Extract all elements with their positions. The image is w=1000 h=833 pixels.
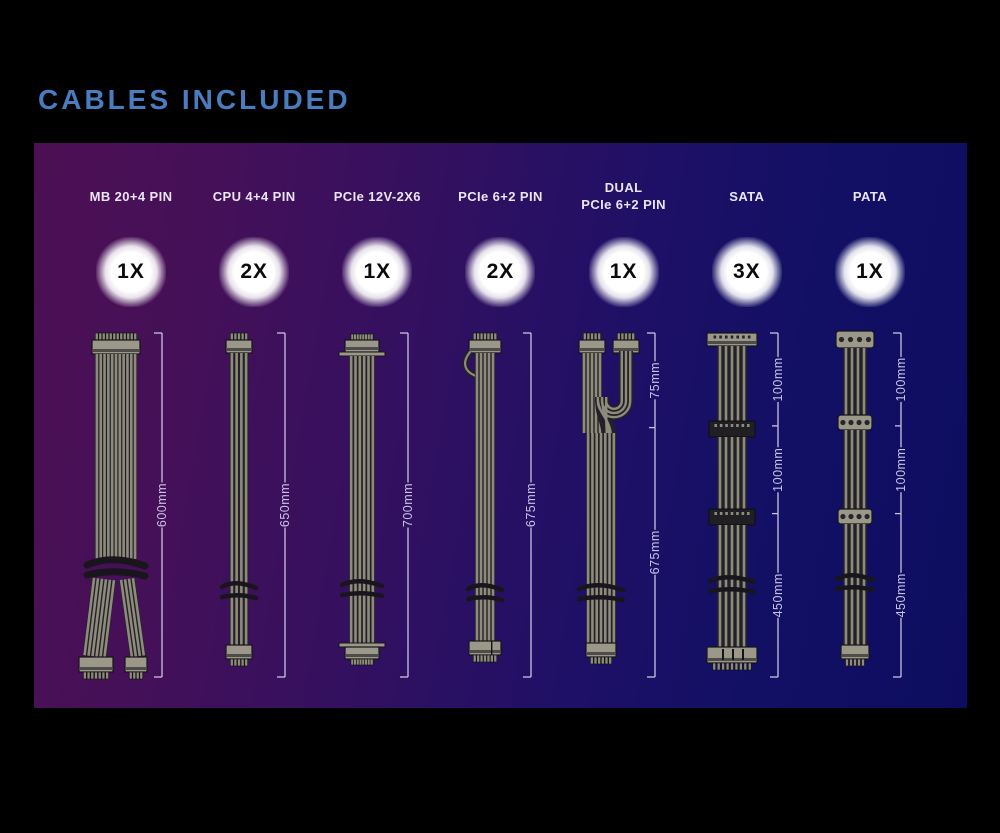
measurement-label: 700mm xyxy=(401,483,415,527)
cable-illustration: 700mm xyxy=(338,332,415,678)
cable-column-dual-pcie-6-2: DUAL PCIe 6+2 PIN 1X 75mm 675mm xyxy=(563,143,685,708)
measurement-label: 450mm xyxy=(894,573,908,617)
cable-column-pata: PATA 1X 100mm 100mm 450mm xyxy=(809,143,931,708)
quantity-badge: 1X xyxy=(96,237,166,307)
measurement-label: 600mm xyxy=(155,483,169,527)
measurement-bracket: 100mm 100mm 450mm xyxy=(892,332,908,678)
quantity-label: 1X xyxy=(363,260,392,283)
cable-header: PCIe 6+2 PIN xyxy=(458,161,543,233)
cable-column-sata: SATA 3X 100mm 100mm 450mm xyxy=(686,143,808,708)
cable-header-line: PCIe 6+2 PIN xyxy=(581,197,666,212)
measurement-bracket: 75mm 675mm xyxy=(646,332,662,678)
cable-graphic xyxy=(576,332,640,665)
cable-header-line: PATA xyxy=(852,188,887,204)
quantity-badge: 1X xyxy=(588,237,659,307)
quantity-badge: 1X xyxy=(834,237,905,307)
cables-panel: MB 20+4 PIN 1X 600mm CPU 4+4 PIN 2X 650m… xyxy=(34,143,967,708)
cable-illustration: 75mm 675mm xyxy=(576,332,662,678)
page-title: CABLES INCLUDED xyxy=(38,84,351,115)
cable-header: PCIe 12V-2X6 xyxy=(334,161,421,233)
cable-graphic xyxy=(462,332,505,663)
quantity-badge: 1X xyxy=(342,237,413,307)
cable-column-mb-20-4-pin: MB 20+4 PIN 1X 600mm xyxy=(70,143,192,708)
measurement-label: 75mm xyxy=(648,362,662,399)
cable-graphic xyxy=(706,332,758,671)
quantity-badge: 2X xyxy=(219,237,290,307)
cable-illustration: 650mm xyxy=(219,332,292,678)
cable-header-line: MB 20+4 PIN xyxy=(89,188,173,204)
quantity-label: 2X xyxy=(240,260,268,283)
measurement-bracket: 600mm xyxy=(154,332,169,678)
cable-column-pcie-12v-2x6: PCIe 12V-2X6 1X 700mm xyxy=(316,143,438,708)
cable-illustration: 600mm xyxy=(78,332,169,680)
quantity-label: 3X xyxy=(732,260,761,283)
cable-header: CPU 4+4 PIN xyxy=(213,161,296,233)
cable-graphic xyxy=(78,332,149,680)
measurement-label: 100mm xyxy=(771,357,785,401)
cable-graphic xyxy=(219,332,259,667)
quantity-label: 1X xyxy=(856,260,884,283)
cable-header-line: SATA xyxy=(729,188,765,204)
cable-header-line: CPU 4+4 PIN xyxy=(212,188,296,204)
cable-graphic xyxy=(338,333,386,666)
measurement-bracket: 100mm 100mm 450mm xyxy=(769,332,785,678)
measurement-bracket: 650mm xyxy=(277,332,292,678)
cable-column-cpu-4-4-pin: CPU 4+4 PIN 2X 650mm xyxy=(193,143,315,708)
quantity-label: 2X xyxy=(486,260,515,283)
cable-illustration: 100mm 100mm 450mm xyxy=(706,332,785,678)
quantity-label: 1X xyxy=(609,260,638,283)
cable-header: PATA xyxy=(853,161,887,233)
measurement-label: 100mm xyxy=(894,357,908,401)
measurement-label: 450mm xyxy=(771,573,785,617)
quantity-label: 1X xyxy=(117,260,145,283)
cable-header: SATA xyxy=(729,161,764,233)
measurement-bracket: 675mm xyxy=(523,332,538,678)
measurement-label: 675mm xyxy=(524,483,538,527)
measurement-label: 100mm xyxy=(771,448,785,492)
cable-header-line: DUAL xyxy=(604,180,643,196)
cable-illustration: 675mm xyxy=(462,332,538,678)
cable-header-line: PCIe 6+2 PIN xyxy=(458,188,543,204)
quantity-badge: 3X xyxy=(711,237,782,307)
cable-header: DUAL PCIe 6+2 PIN xyxy=(581,161,666,233)
cable-header: MB 20+4 PIN xyxy=(90,161,173,233)
measurement-bracket: 700mm xyxy=(400,332,415,678)
cable-graphic xyxy=(834,330,876,667)
cable-header-line: PCIe 12V-2X6 xyxy=(333,188,421,204)
measurement-label: 675mm xyxy=(648,530,662,574)
quantity-badge: 2X xyxy=(465,237,536,307)
measurement-label: 100mm xyxy=(894,448,908,492)
cable-illustration: 100mm 100mm 450mm xyxy=(834,330,908,678)
measurement-label: 650mm xyxy=(278,483,292,527)
cable-column-pcie-6-2-pin: PCIe 6+2 PIN 2X 675mm xyxy=(439,143,561,708)
